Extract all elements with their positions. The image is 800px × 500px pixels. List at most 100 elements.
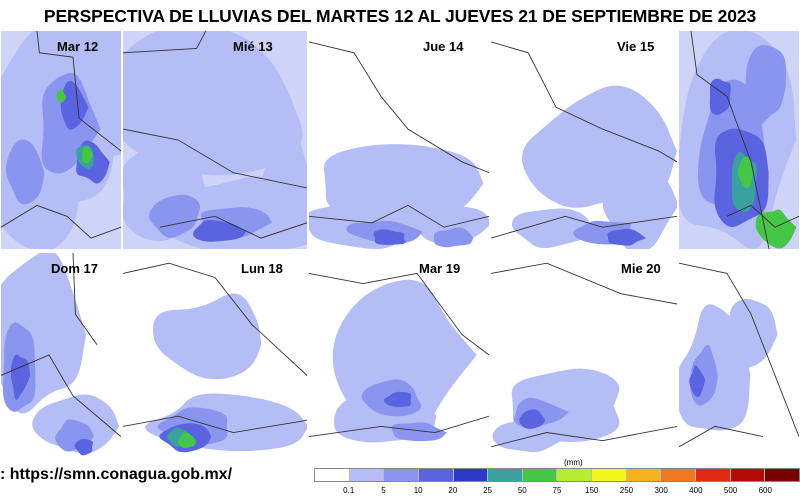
state-border-line xyxy=(679,263,799,436)
legend-swatch xyxy=(626,469,662,481)
precip-area xyxy=(689,365,706,397)
precip-map xyxy=(1,31,121,249)
precip-area xyxy=(60,80,89,130)
state-border-line xyxy=(160,216,307,238)
panel-date-label: Mie 20 xyxy=(621,261,661,276)
state-border-line xyxy=(491,216,677,238)
precip-area xyxy=(10,354,31,401)
state-border-line xyxy=(123,263,307,375)
source-url: : https://smn.conagua.gob.mx/ xyxy=(0,466,233,483)
forecast-panel-lun-18: Lun 18 xyxy=(122,252,308,458)
legend-tick-label: 150 xyxy=(585,486,599,495)
state-border-line xyxy=(1,355,121,437)
panel-date-label: Lun 18 xyxy=(241,261,283,276)
legend-ticks: 0.1 5 10 20 25 50 75 150 250 300 400 500 600 xyxy=(314,486,800,498)
forecast-grid: Mar 12 Mié 13 Jue 14 Vie 15 Dom 17 Lun 1… xyxy=(0,30,800,458)
state-border-line xyxy=(691,31,769,249)
legend-tick-label: 50 xyxy=(517,486,527,495)
forecast-panel-mar-12: Mar 12 xyxy=(0,30,122,250)
precip-area xyxy=(193,219,247,242)
state-border-line xyxy=(491,426,677,446)
forecast-panel-dom-17: Dom 17 xyxy=(0,252,122,458)
legend-tick-label: 5 xyxy=(381,486,386,495)
precip-map xyxy=(123,253,307,453)
forecast-panel-vie-15: Vie 15 xyxy=(490,30,678,250)
legend-swatch xyxy=(661,469,697,481)
precip-area xyxy=(123,151,207,241)
precip-map xyxy=(679,31,799,249)
legend-tick-label: 25 xyxy=(483,486,493,495)
precip-area xyxy=(178,432,197,449)
precip-map xyxy=(123,31,307,249)
state-border-line xyxy=(123,129,307,188)
panel-date-label: Mar 12 xyxy=(57,39,99,54)
panel-date-label: Jue 14 xyxy=(423,39,464,54)
legend-swatch xyxy=(592,469,627,481)
precip-area xyxy=(383,391,412,408)
forecast-panel-day-10 xyxy=(678,252,800,458)
state-border-line xyxy=(37,31,121,151)
precip-area xyxy=(373,229,406,245)
precip-area xyxy=(74,438,93,456)
legend-tick-label: 600 xyxy=(758,486,772,495)
precip-area xyxy=(152,293,262,380)
legend-colorbar xyxy=(314,468,800,482)
state-border-line xyxy=(491,42,677,162)
precip-area xyxy=(56,89,67,103)
panel-date-label: Mar 19 xyxy=(419,261,461,276)
state-border-line xyxy=(309,42,489,173)
legend-swatch xyxy=(384,469,419,481)
precip-area xyxy=(737,156,754,189)
legend-swatch xyxy=(315,469,350,481)
precip-area xyxy=(745,45,787,129)
legend-tick-label: 500 xyxy=(723,486,738,495)
state-border-line xyxy=(491,263,677,304)
forecast-panel-jue-14: Jue 14 xyxy=(308,30,490,250)
legend-swatch xyxy=(488,469,523,481)
precip-area xyxy=(82,146,94,164)
state-border-line xyxy=(727,205,799,227)
precip-map xyxy=(679,253,799,457)
precip-area xyxy=(262,137,307,228)
legend-swatch xyxy=(765,469,799,481)
precip-area xyxy=(729,298,778,368)
panel-date-label: Dom 17 xyxy=(51,261,98,276)
precip-legend: (mm) 0.1 5 10 20 25 50 75 150 250 300 400 500 600 xyxy=(314,458,800,500)
legend-swatch xyxy=(696,469,731,481)
precip-area xyxy=(607,228,647,246)
legend-tick-label: 0.1 xyxy=(343,486,355,495)
legend-tick-label: 75 xyxy=(552,486,562,495)
legend-swatch xyxy=(730,469,766,481)
legend-tick-label: 300 xyxy=(654,486,668,495)
legend-swatch xyxy=(349,469,385,481)
forecast-panel-day-5 xyxy=(678,30,800,250)
state-border-line xyxy=(123,31,206,53)
precip-map xyxy=(309,31,489,249)
legend-tick-label: 250 xyxy=(619,486,634,495)
legend-swatch xyxy=(453,469,489,481)
legend-unit: (mm) xyxy=(564,458,583,467)
precip-area xyxy=(123,31,303,176)
precip-area xyxy=(433,227,474,248)
legend-tick-label: 10 xyxy=(413,486,423,495)
legend-tick-label: 400 xyxy=(689,486,703,495)
precip-map xyxy=(1,253,121,456)
map-title: PERSPECTIVA DE LLUVIAS DEL MARTES 12 AL … xyxy=(43,6,757,26)
forecast-panel-mie-13: Mié 13 xyxy=(122,30,308,250)
forecast-panel-mar-19: Mar 19 xyxy=(308,252,490,458)
precip-map xyxy=(309,253,489,443)
state-border-line xyxy=(123,416,307,432)
precip-area xyxy=(5,139,45,205)
legend-tick-label: 20 xyxy=(448,486,458,495)
state-border-line xyxy=(73,253,97,345)
precip-map xyxy=(491,31,677,249)
legend-swatch xyxy=(418,469,454,481)
precip-area xyxy=(519,409,546,430)
panel-date-label: Vie 15 xyxy=(617,39,655,54)
state-border-line xyxy=(309,416,489,436)
state-border-line xyxy=(1,205,121,238)
precip-map xyxy=(491,253,677,453)
panel-date-label: Mié 13 xyxy=(233,39,273,54)
state-border-line xyxy=(309,273,489,355)
precip-area xyxy=(391,422,447,442)
